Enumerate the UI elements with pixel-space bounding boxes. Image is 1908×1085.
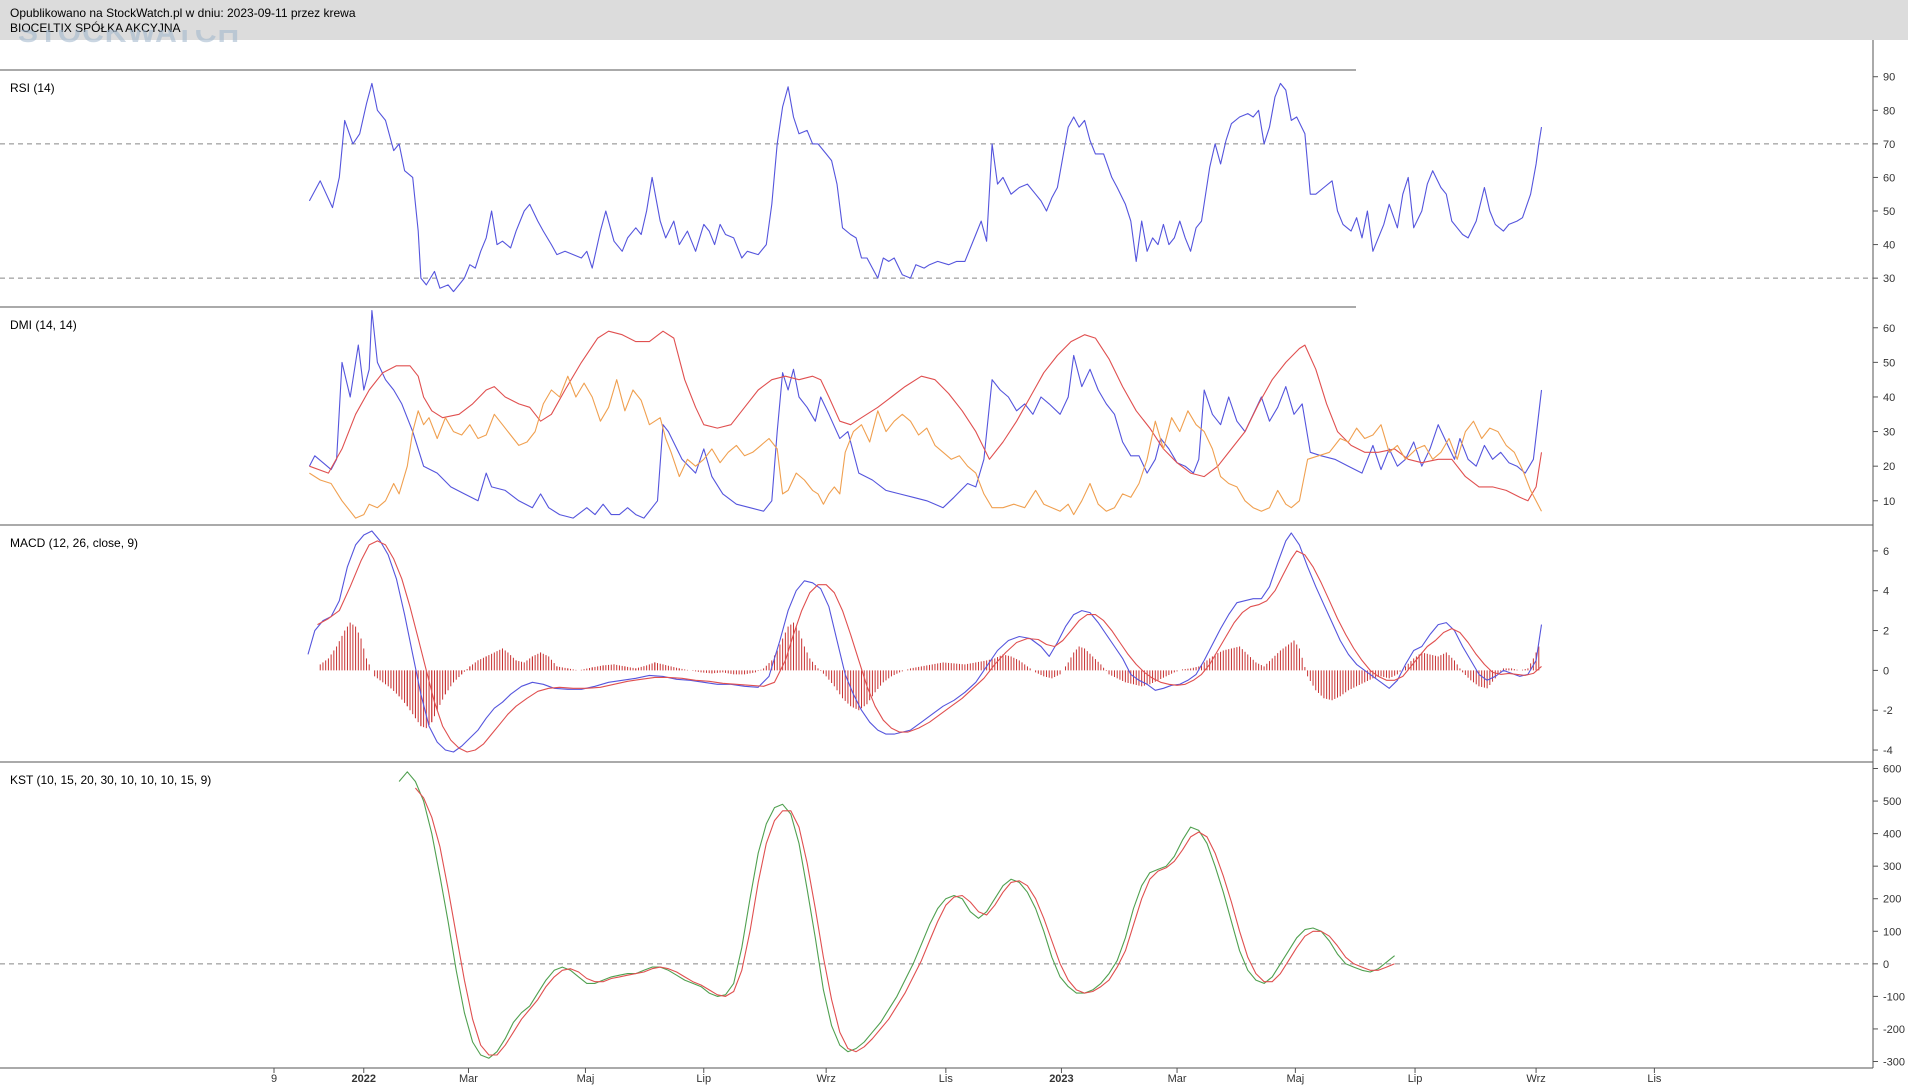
y-tick-label: 40 <box>1883 240 1895 252</box>
x-tick-label: Lip <box>696 1073 711 1085</box>
x-tick-label: Lip <box>1408 1073 1423 1085</box>
x-tick-label: Mar <box>1168 1073 1187 1085</box>
x-tick-label: Maj <box>577 1073 595 1085</box>
x-tick-label: Wrz <box>816 1073 835 1085</box>
y-tick-label: 50 <box>1883 357 1895 369</box>
y-tick-label: -200 <box>1883 1024 1905 1036</box>
x-tick-label: 2023 <box>1049 1073 1073 1085</box>
x-tick-label: Lis <box>939 1073 954 1085</box>
x-tick-label: Wrz <box>1526 1073 1545 1085</box>
series-line <box>414 787 1395 1056</box>
x-tick-label: 9 <box>271 1073 277 1085</box>
series-line <box>398 771 1395 1059</box>
y-tick-label: 500 <box>1883 796 1901 808</box>
y-tick-label: 90 <box>1883 72 1895 84</box>
y-tick-label: -2 <box>1883 705 1893 717</box>
x-tick-label: Maj <box>1286 1073 1304 1085</box>
series-line <box>308 309 1543 519</box>
stockwatch-logo: STOCKWATCH <box>18 30 241 49</box>
panel-title: MACD (12, 26, close, 9) <box>10 536 138 550</box>
company-name: BIOCELTIX SPÓŁKA AKCYJNA <box>10 21 181 35</box>
y-tick-label: 400 <box>1883 829 1901 841</box>
y-tick-label: -100 <box>1883 991 1905 1003</box>
panel-title: KST (10, 15, 20, 30, 10, 10, 10, 15, 9) <box>10 773 211 787</box>
y-tick-label: 300 <box>1883 861 1901 873</box>
y-tick-label: 30 <box>1883 427 1895 439</box>
series-line <box>309 375 1542 519</box>
series-line <box>308 82 1543 293</box>
y-tick-label: 2 <box>1883 626 1889 638</box>
y-tick-label: 60 <box>1883 323 1895 335</box>
series-line <box>309 330 1543 502</box>
y-tick-label: 0 <box>1883 665 1889 677</box>
y-tick-label: 60 <box>1883 172 1895 184</box>
y-tick-label: -4 <box>1883 745 1893 757</box>
y-tick-label: 40 <box>1883 392 1895 404</box>
y-tick-label: 70 <box>1883 139 1895 151</box>
y-tick-label: 600 <box>1883 764 1901 776</box>
series-line <box>317 540 1542 753</box>
y-tick-label: 6 <box>1883 546 1889 558</box>
y-tick-label: 20 <box>1883 461 1895 473</box>
series-line <box>307 530 1543 753</box>
y-tick-label: 80 <box>1883 105 1895 117</box>
y-tick-label: 200 <box>1883 894 1901 906</box>
x-tick-label: 2022 <box>352 1073 376 1085</box>
y-tick-label: 10 <box>1883 496 1895 508</box>
y-tick-label: 100 <box>1883 926 1901 938</box>
publish-info: Opublikowano na StockWatch.pl w dniu: 20… <box>10 6 356 20</box>
panel-title: DMI (14, 14) <box>10 318 77 332</box>
y-tick-label: 4 <box>1883 586 1889 598</box>
chart-header: Opublikowano na StockWatch.pl w dniu: 20… <box>0 0 1908 40</box>
y-tick-label: 50 <box>1883 206 1895 218</box>
y-tick-label: 0 <box>1883 959 1889 971</box>
panel-title: RSI (14) <box>10 81 55 95</box>
x-tick-label: Lis <box>1647 1073 1662 1085</box>
y-tick-label: -300 <box>1883 1056 1905 1068</box>
y-tick-label: 30 <box>1883 273 1895 285</box>
x-tick-label: Mar <box>459 1073 478 1085</box>
